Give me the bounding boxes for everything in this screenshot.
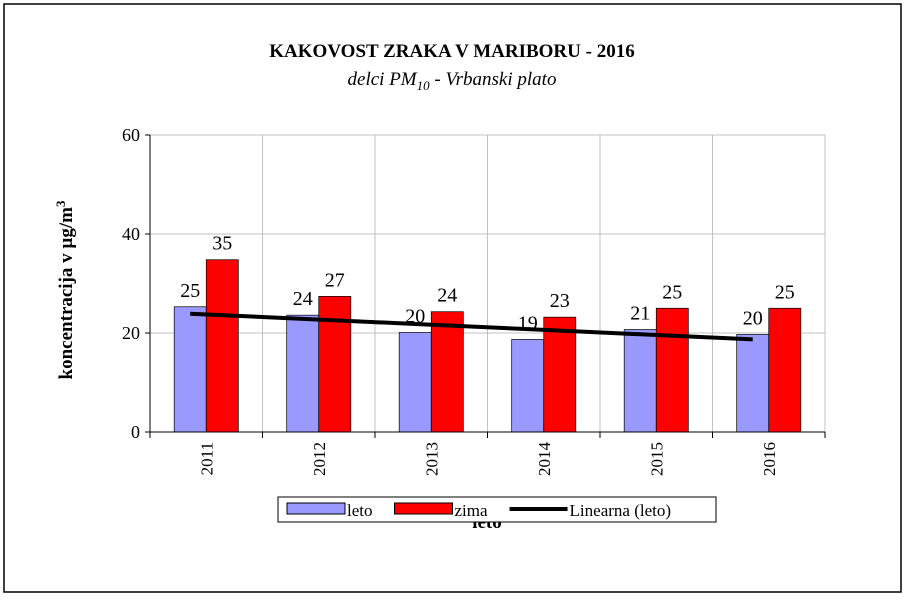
bar [511, 339, 545, 433]
x-tick-label: 2011 [197, 442, 216, 475]
legend-label: zima [455, 501, 488, 520]
bar [173, 306, 207, 433]
legend-box [277, 496, 717, 523]
bar [398, 332, 432, 433]
bar [768, 307, 802, 433]
bar [655, 307, 689, 433]
data-label: 21 [630, 303, 650, 325]
y-tick-label: 0 [131, 422, 140, 442]
chart-subtitle: delci PM10 - Vrbanski plato [348, 69, 557, 93]
bar [543, 316, 577, 433]
bar [286, 314, 320, 433]
bar [430, 311, 464, 433]
bar [623, 329, 657, 433]
data-label: 23 [550, 290, 570, 312]
subtitle-sub: 10 [417, 78, 431, 93]
bar [205, 259, 239, 433]
y-tick-label: 60 [122, 125, 140, 145]
y-axis-label: koncentracija v µg/m3 [53, 200, 77, 379]
legend-label: Linearna (leto) [570, 501, 671, 520]
data-label: 25 [662, 281, 682, 303]
x-tick-label: 2015 [647, 442, 666, 476]
y-label-sup: 3 [53, 200, 68, 207]
data-label: 24 [293, 288, 313, 310]
data-label: 27 [325, 269, 345, 291]
legend-swatch [394, 502, 453, 515]
x-tick-label: 2014 [535, 442, 554, 477]
subtitle-part: delci PM [348, 69, 418, 90]
y-label-part: koncentracija v µg/m [56, 207, 77, 380]
subtitle-part: - Vrbanski plato [430, 69, 557, 90]
y-tick-label: 40 [122, 224, 140, 244]
data-label: 25 [180, 280, 200, 302]
data-label: 20 [743, 307, 763, 329]
trend-line [190, 311, 753, 342]
x-tick-label: 2016 [760, 442, 779, 476]
data-label: 35 [212, 233, 232, 255]
legend-label: leto [347, 501, 373, 520]
data-label: 24 [437, 285, 457, 307]
chart-title: KAKOVOST ZRAKA V MARIBORU - 2016 [269, 41, 634, 62]
chart-border [3, 3, 902, 593]
data-label: 25 [775, 281, 795, 303]
x-tick-label: 2012 [310, 442, 329, 476]
y-tick-label: 20 [122, 323, 140, 343]
legend-swatch [286, 502, 346, 515]
bar [318, 296, 352, 433]
bar [736, 334, 770, 433]
x-tick-label: 2013 [422, 442, 441, 476]
